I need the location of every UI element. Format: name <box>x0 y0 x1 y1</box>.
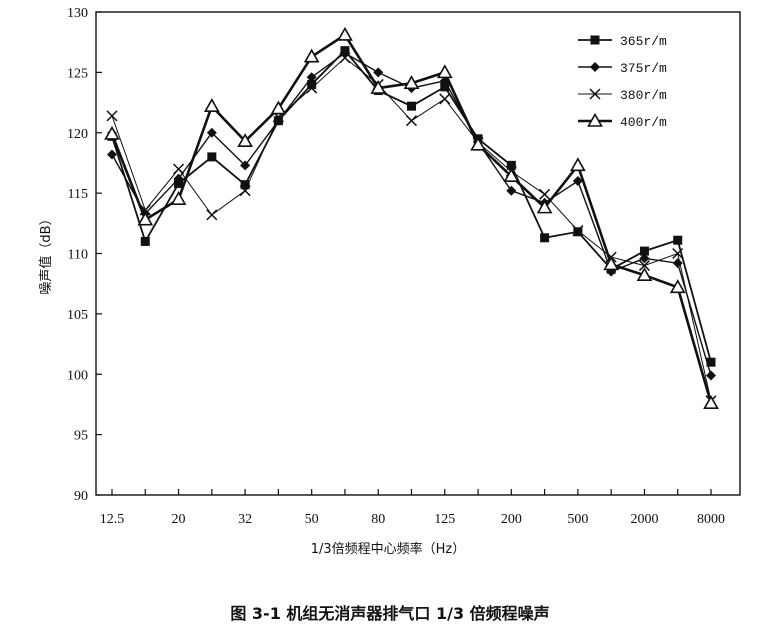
data-point <box>673 235 683 245</box>
data-point <box>303 48 320 63</box>
data-point <box>203 98 220 112</box>
y-tick-label: 105 <box>67 308 88 323</box>
data-point <box>573 227 583 237</box>
data-point <box>506 185 517 196</box>
data-point <box>240 160 251 171</box>
data-point <box>403 75 420 90</box>
data-point <box>173 163 185 175</box>
data-point <box>436 64 453 79</box>
data-point <box>140 236 150 246</box>
data-point <box>306 72 317 83</box>
data-point <box>603 256 620 271</box>
data-point <box>170 191 187 205</box>
data-point <box>270 100 287 115</box>
y-tick-label: 110 <box>68 248 88 263</box>
y-tick-label: 130 <box>67 6 88 21</box>
data-point <box>439 93 451 105</box>
data-point <box>173 173 184 184</box>
legend-marker <box>587 112 603 127</box>
x-axis-label: 1/3倍频程中心频率（Hz） <box>311 541 466 557</box>
legend: 365r/m 375r/m 380r/m 400r/m <box>578 34 667 130</box>
series-400r-m <box>104 26 719 410</box>
data-point <box>639 246 649 256</box>
y-tick-label: 125 <box>67 66 88 81</box>
x-tick-label: 50 <box>305 512 319 527</box>
data-point <box>540 233 550 243</box>
y-tick-label: 90 <box>74 489 88 504</box>
data-point <box>669 279 686 294</box>
legend-label: 380r/m <box>620 88 667 103</box>
x-tick-label: 80 <box>371 512 385 527</box>
data-point <box>672 258 683 269</box>
data-point <box>104 125 120 140</box>
y-axis-label: 噪声值（dB） <box>38 212 54 294</box>
y-tick-label: 115 <box>68 187 88 202</box>
data-point <box>207 152 217 162</box>
data-point <box>572 176 583 187</box>
data-point <box>339 52 351 64</box>
data-point <box>237 133 253 148</box>
data-point <box>307 79 317 89</box>
x-tick-label: 12.5 <box>100 512 125 527</box>
data-point <box>440 82 450 92</box>
legend-label: 375r/m <box>620 61 667 76</box>
figure-caption: 图 3-1 机组无消声器排气口 1/3 倍频程噪声 <box>230 604 550 623</box>
legend-label: 400r/m <box>620 115 667 130</box>
y-tick-label: 95 <box>74 429 88 444</box>
data-point <box>239 185 251 197</box>
data-point <box>370 79 387 94</box>
y-ticks: 90 95 100 105 110 115 120 125 130 <box>67 6 102 504</box>
data-point <box>572 225 584 237</box>
data-point <box>470 136 486 151</box>
data-point <box>639 253 650 264</box>
x-tick-label: 500 <box>567 512 588 527</box>
data-point <box>206 209 218 221</box>
data-point <box>539 188 551 200</box>
legend-marker <box>590 35 600 45</box>
x-tick-label: 8000 <box>697 512 725 527</box>
legend-marker <box>590 62 600 72</box>
data-point <box>706 357 716 367</box>
series-layer <box>104 26 719 410</box>
data-point <box>672 247 684 260</box>
data-point <box>107 149 117 160</box>
data-point <box>306 82 318 94</box>
data-point <box>407 101 416 111</box>
data-point <box>506 160 516 170</box>
data-point <box>638 260 650 272</box>
x-tick-label: 32 <box>238 512 252 527</box>
data-point <box>503 168 520 183</box>
data-point <box>240 180 250 190</box>
data-point <box>206 127 217 138</box>
data-point <box>373 67 384 78</box>
data-point <box>636 267 653 282</box>
x-tick-label: 20 <box>172 512 186 527</box>
legend-marker <box>589 88 601 100</box>
legend-label: 365r/m <box>620 34 667 49</box>
data-point <box>405 115 418 127</box>
x-ticks: 12.5 20 32 50 80 125 200 500 2000 8000 <box>100 489 725 527</box>
data-point <box>703 395 719 410</box>
y-tick-label: 100 <box>67 368 88 383</box>
x-tick-label: 125 <box>434 512 455 527</box>
data-point <box>706 370 716 381</box>
x-tick-label: 200 <box>501 512 522 527</box>
data-point <box>536 199 553 214</box>
data-point <box>106 110 118 122</box>
x-tick-label: 2000 <box>630 512 658 527</box>
data-point <box>337 26 353 41</box>
data-point <box>570 157 586 172</box>
y-tick-label: 120 <box>67 127 88 142</box>
data-point <box>137 211 154 226</box>
